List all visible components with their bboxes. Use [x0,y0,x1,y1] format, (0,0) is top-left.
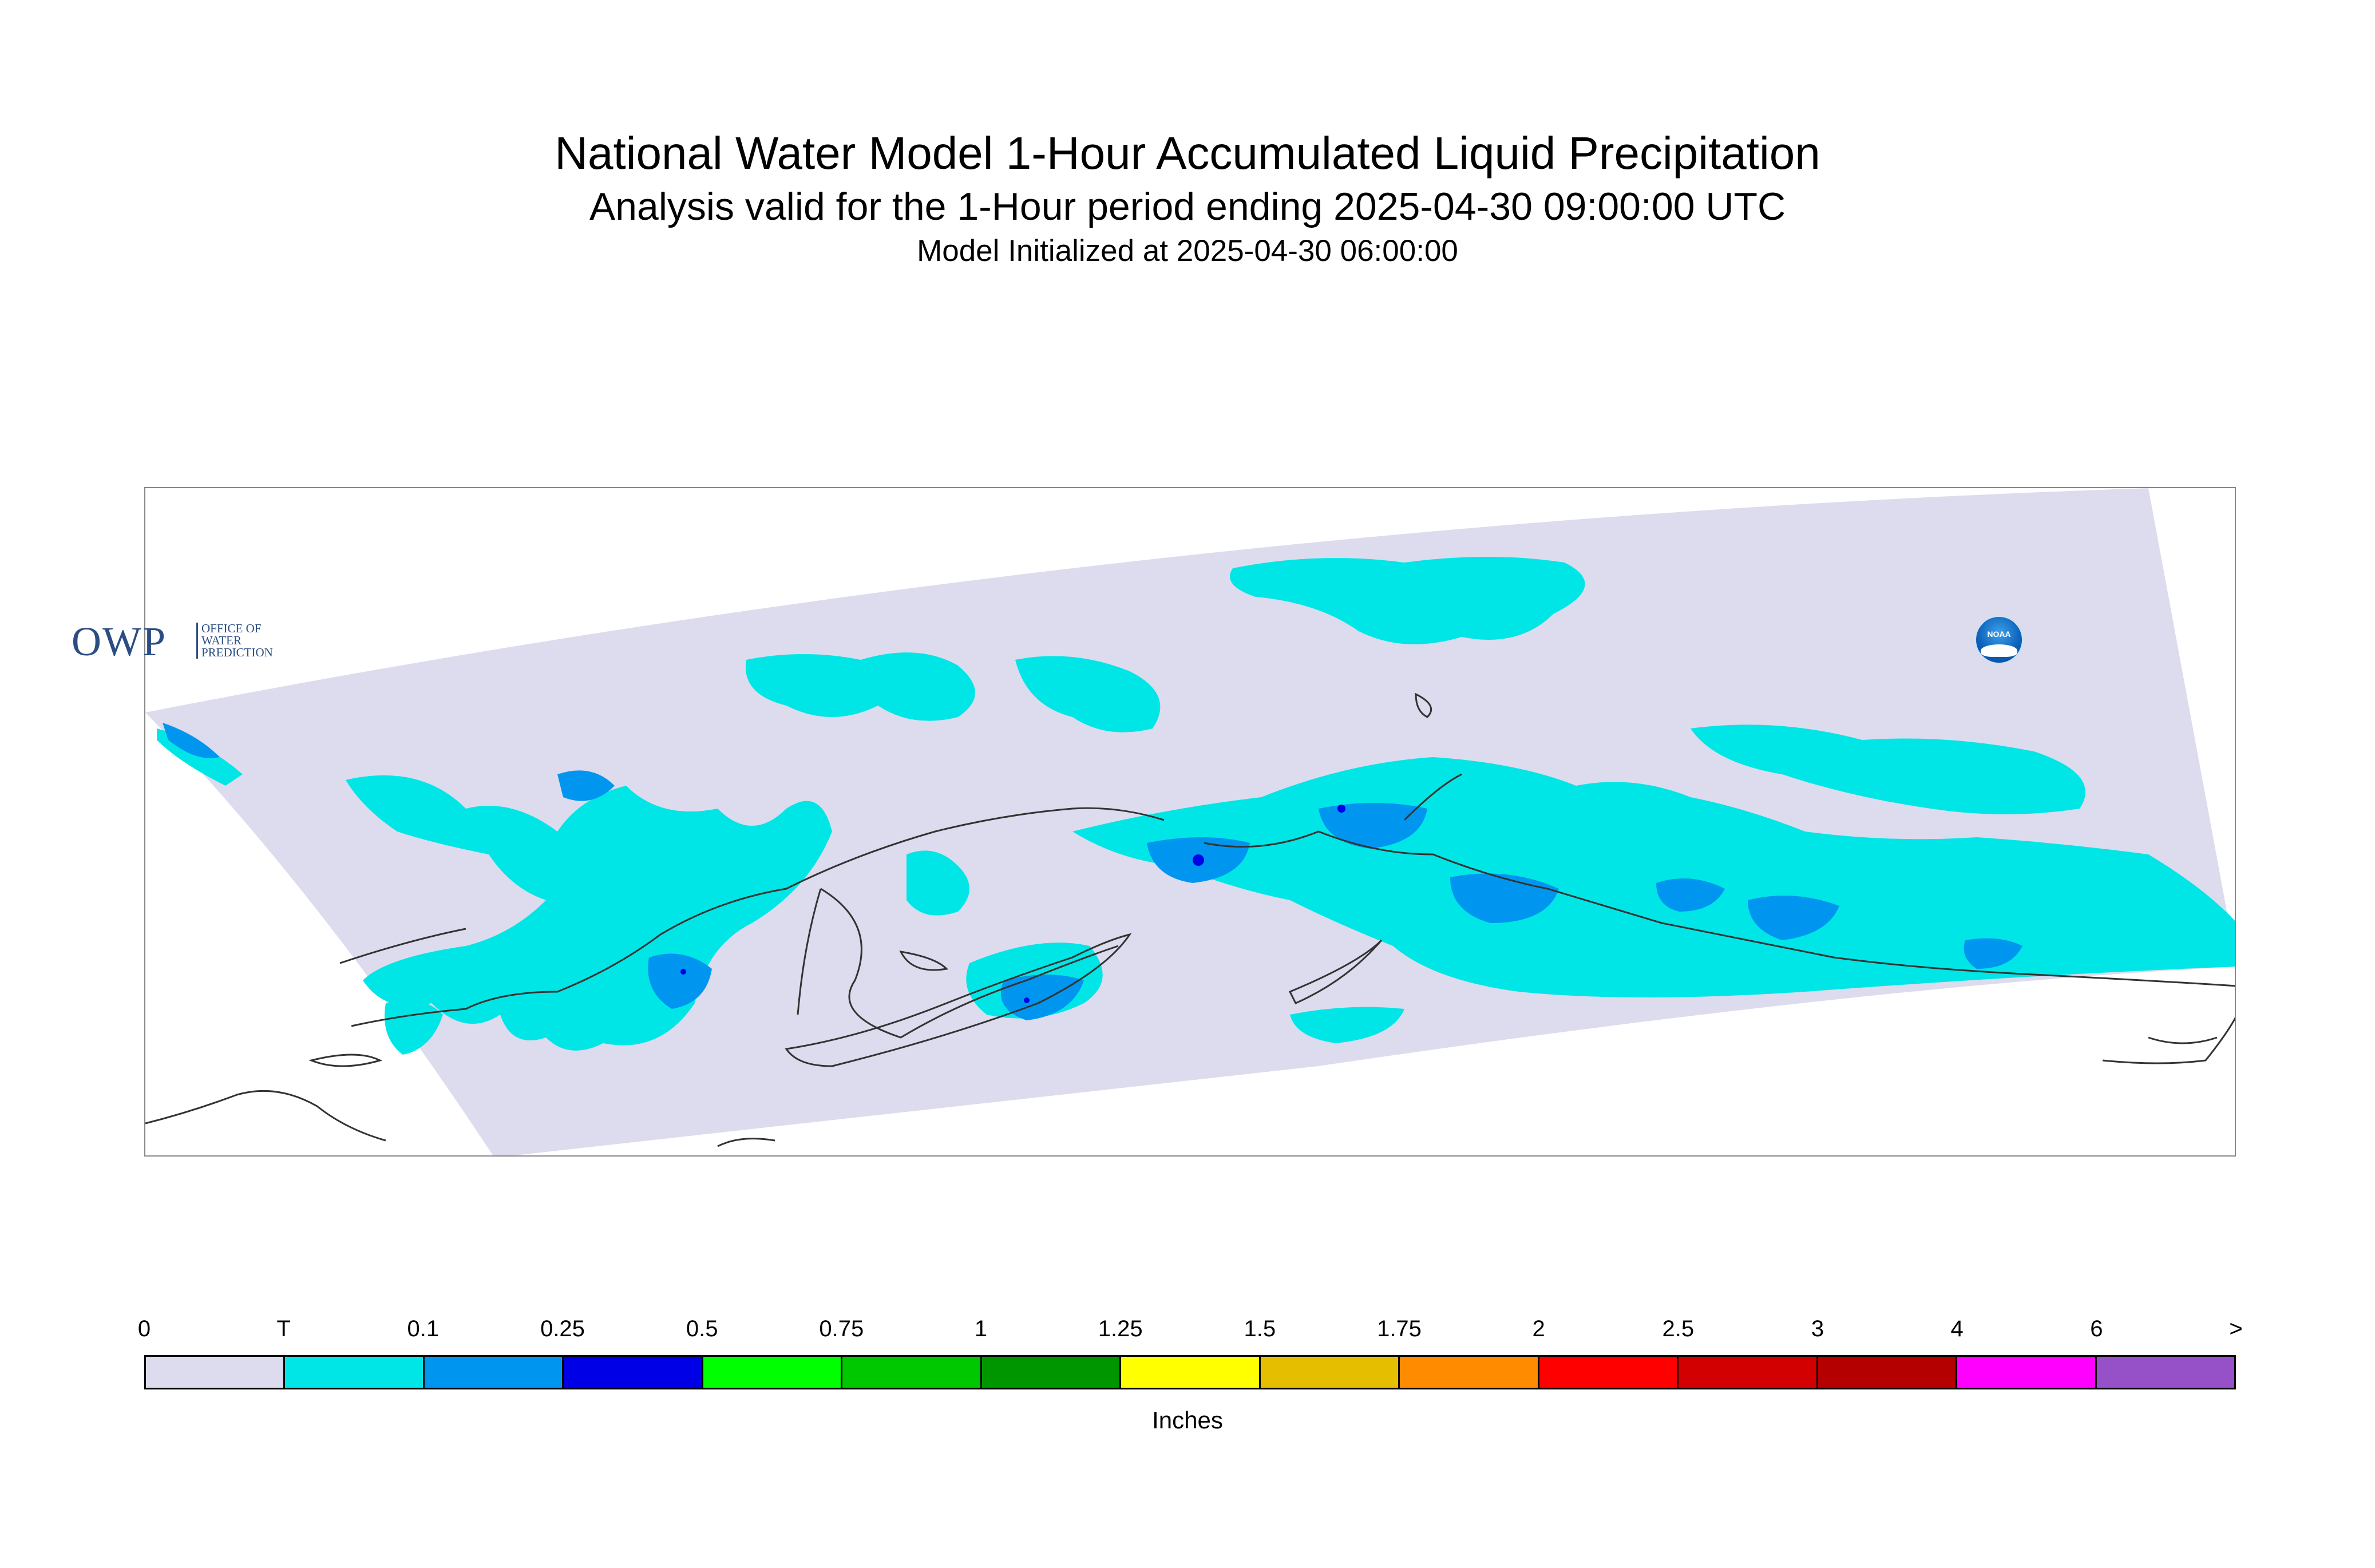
legend-tick-label: 1.25 [1098,1316,1143,1341]
map-panel [144,487,2236,1157]
legend-tick-label: 2 [1532,1316,1545,1341]
legend-tick-label: 1.75 [1377,1316,1422,1341]
legend-swatch [564,1357,703,1388]
legend-swatch [1260,1357,1400,1388]
legend-swatch [424,1357,564,1388]
legend-tick-label: 0.25 [540,1316,585,1341]
legend-tick-label: 0.75 [819,1316,864,1341]
map-title: National Water Model 1-Hour Accumulated … [555,128,1820,179]
legend-swatch [1121,1357,1261,1388]
legend-tick-label: 3 [1811,1316,1824,1341]
legend-swatch [842,1357,982,1388]
legend-tick-label: 1.5 [1244,1316,1276,1341]
legend-tick-label: T [276,1316,291,1341]
legend-swatch [1539,1357,1679,1388]
coastlines [145,692,2235,1147]
legend-units: Inches [1152,1407,1223,1434]
legend-swatch [1957,1357,2097,1388]
light-precip-areas [163,723,2022,1020]
owp-tagline: OFFICE OF WATER PREDICTION [196,623,273,659]
owp-wordmark: OWP [72,619,167,664]
legend-tick-label: > [2229,1316,2243,1341]
init-time: Model Initialized at 2025-04-30 06:00:00 [917,234,1458,268]
legend-tick-label: 0 [137,1316,151,1341]
map-subtitle: Analysis valid for the 1-Hour period end… [589,185,1786,228]
outside-domain-bottom [515,967,2235,1155]
legend-swatch [285,1357,425,1388]
legend-tick-label: 1 [974,1316,988,1341]
map-canvas [145,488,2235,1155]
noaa-logo-icon: NOAA [1974,615,2024,664]
legend-swatch [703,1357,843,1388]
legend-swatch [981,1357,1122,1388]
legend-swatch [146,1357,286,1388]
legend-swatch [1400,1357,1539,1388]
legend-tick-label: 0.5 [686,1316,718,1341]
legend-swatch [2096,1357,2235,1388]
heavy-precip-spots [680,805,1345,1003]
legend-tick-label: 0.1 [407,1316,440,1341]
legend-tick-label: 2.5 [1662,1316,1695,1341]
legend-swatch [1679,1357,1818,1388]
color-legend [144,1355,2236,1389]
legend-tick-label: 4 [1950,1316,1964,1341]
legend-swatch [1818,1357,1958,1388]
legend-tick-label: 6 [2090,1316,2103,1341]
owp-logo: OWP OFFICE OF WATER PREDICTION [72,618,273,666]
